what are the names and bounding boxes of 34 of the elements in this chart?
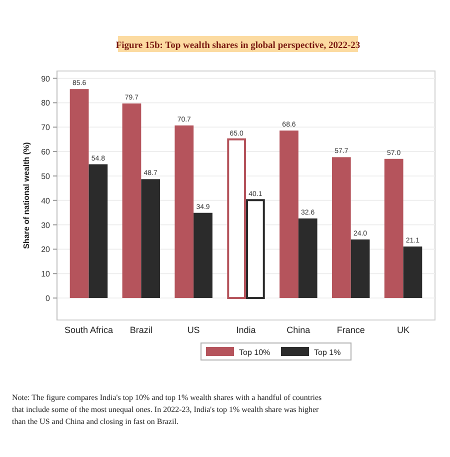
y-tick-label: 70 <box>41 123 51 132</box>
bar <box>298 218 318 298</box>
y-tick-label: 50 <box>41 172 51 181</box>
y-tick-label: 60 <box>41 148 51 157</box>
x-tick-label: South Africa <box>64 325 113 335</box>
x-tick-label: India <box>236 325 256 335</box>
chart-title: Figure 15b: Top wealth shares in global perspective, 2022-23 <box>116 41 360 51</box>
bar <box>141 179 160 298</box>
bar <box>280 130 298 298</box>
x-tick-label: France <box>336 325 365 335</box>
y-tick-label: 0 <box>46 294 51 304</box>
bar <box>174 125 194 298</box>
legend-label: Top 10% <box>239 348 270 357</box>
y-tick-label: 40 <box>41 196 51 206</box>
bar <box>332 157 351 298</box>
bar <box>384 158 404 298</box>
y-tick-label: 80 <box>41 98 51 108</box>
bar <box>194 212 212 298</box>
y-tick-label: 90 <box>41 74 51 84</box>
x-tick-label: US <box>187 325 200 335</box>
x-tick-label: China <box>286 325 310 335</box>
bar <box>403 246 422 298</box>
bar <box>88 164 108 298</box>
text: Note: The figure compares India's top 10% and top 1% wealth shares with a handful of countries that include some of the most unequal ones. In 2022-23, India's top 1% wealth share was higher than the US and China and closing in fast on Brazil. <box>12 393 322 426</box>
y-tick-label: 30 <box>41 220 51 230</box>
y-axis-title: Share of national wealth (%) <box>22 142 31 249</box>
x-tick-label: UK <box>397 325 410 335</box>
bar <box>350 239 370 298</box>
bar <box>122 103 142 298</box>
y-tick-label: 10 <box>41 270 51 279</box>
x-tick-label: Brazil <box>130 325 152 335</box>
legend-label: Top 1% <box>314 348 341 357</box>
y-tick-label: 20 <box>41 245 51 254</box>
bar <box>70 89 89 298</box>
